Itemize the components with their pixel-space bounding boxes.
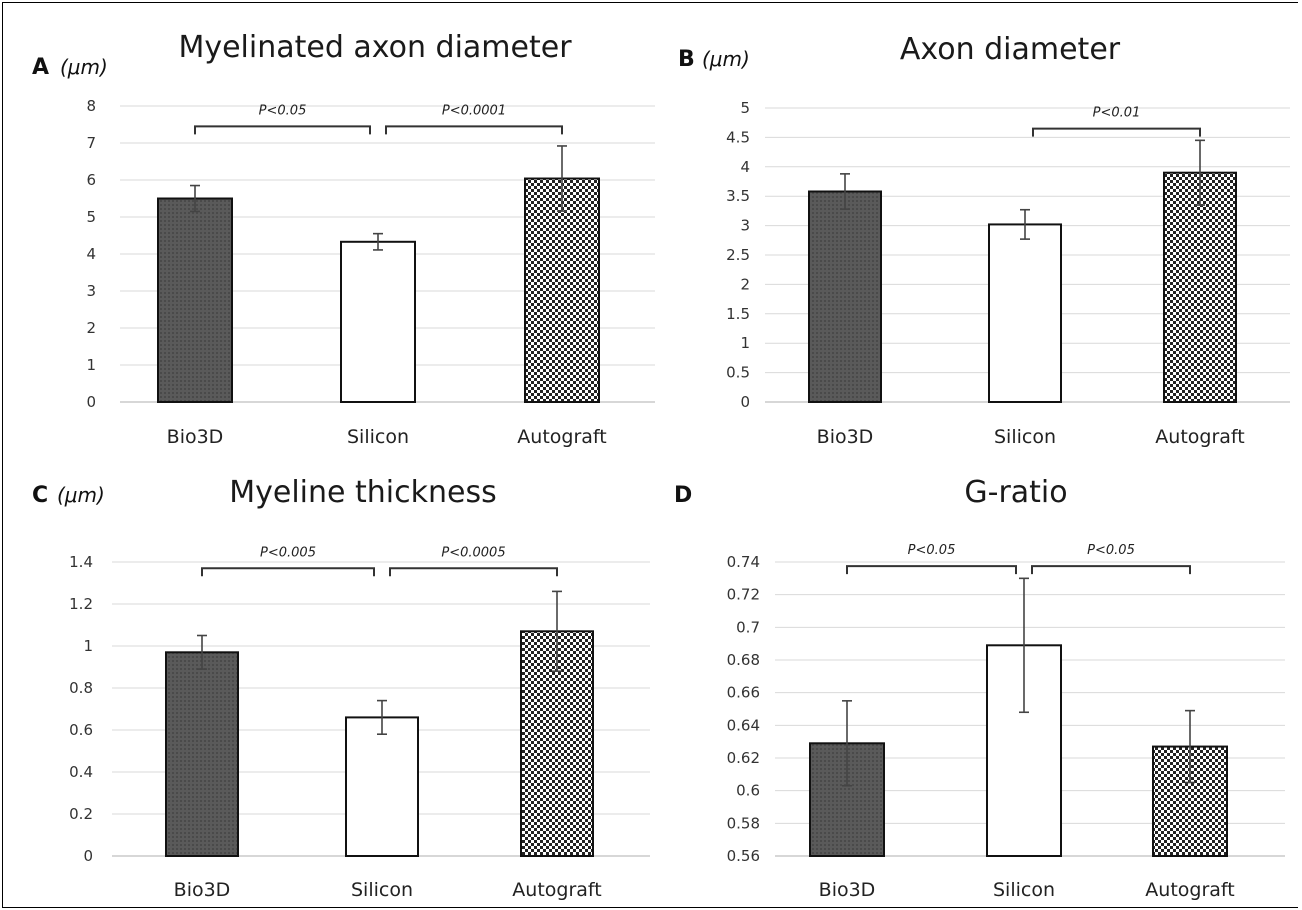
y-tick-label: 1.4	[69, 553, 93, 571]
y-tick-label: 1	[86, 356, 96, 374]
x-category-label: Bio3D	[174, 879, 231, 901]
significance-bracket	[1032, 127, 1201, 137]
chart-title: Myelinated axon diameter	[178, 30, 572, 65]
x-category-label: Silicon	[994, 426, 1056, 448]
bar-autograft	[1163, 171, 1237, 403]
unit-label: (μm)	[60, 55, 108, 79]
significance-bracket	[846, 565, 1017, 575]
x-category-label: Bio3D	[817, 426, 874, 448]
y-tick-label: 0	[86, 393, 96, 411]
x-category-label: Autograft	[1145, 879, 1234, 901]
y-tick-label: 0.4	[69, 763, 93, 781]
significance-label: P<0.05	[1087, 543, 1135, 558]
y-tick-label: 1.2	[69, 595, 93, 613]
x-category-label: Silicon	[993, 879, 1055, 901]
bar-bio3d	[808, 190, 882, 403]
x-category-label: Autograft	[517, 426, 606, 448]
panel-letter: C	[32, 483, 48, 508]
significance-bracket	[1031, 565, 1191, 575]
chart-title: Myeline thickness	[229, 475, 496, 510]
y-tick-label: 1.5	[726, 305, 750, 323]
y-tick-label: 1	[83, 637, 93, 655]
chart-title: Axon diameter	[900, 32, 1121, 67]
y-tick-label: 3	[740, 217, 750, 235]
chart-panel-a: A (μm) Myelinated axon diameter 0 1 2 3 4 5 6 7 8 Bi…	[32, 30, 655, 448]
y-tick-label: 0.64	[727, 716, 760, 734]
y-tick-label: 4.5	[726, 128, 750, 146]
y-tick-label: 4	[86, 245, 96, 263]
bar-silicon	[340, 240, 416, 403]
x-category-label: Autograft	[1155, 426, 1244, 448]
significance-label: P<0.005	[260, 545, 316, 560]
y-tick-label: 3	[86, 282, 96, 300]
y-tick-label: 0	[740, 393, 750, 411]
y-tick-label: 0.6	[736, 782, 760, 800]
y-tick-label: 0.62	[727, 749, 760, 767]
y-tick-label: 0.68	[727, 651, 760, 669]
panel-letter: B	[678, 47, 695, 72]
significance-label: P<0.05	[908, 543, 956, 558]
significance-label: P<0.0001	[442, 103, 506, 118]
x-category-label: Autograft	[512, 879, 601, 901]
significance-label: P<0.01	[1093, 106, 1141, 121]
panel-letter: D	[674, 483, 692, 508]
significance-bracket	[385, 125, 563, 135]
bar-bio3d	[157, 197, 233, 403]
significance-label: P<0.05	[259, 103, 307, 118]
y-tick-label: 0.58	[727, 814, 760, 832]
unit-label: (μm)	[57, 483, 105, 507]
bar-autograft	[524, 177, 600, 403]
y-tick-label: 0.5	[726, 364, 750, 382]
y-tick-label: 1	[740, 334, 750, 352]
significance-bracket	[194, 125, 371, 135]
significance-bracket	[201, 567, 375, 577]
y-tick-label: 6	[86, 171, 96, 189]
x-category-label: Silicon	[347, 426, 409, 448]
y-tick-label: 0.66	[727, 684, 760, 702]
y-tick-label: 7	[86, 134, 96, 152]
y-tick-label: 5	[740, 99, 750, 117]
bar-silicon	[345, 716, 419, 858]
x-category-label: Bio3D	[819, 879, 876, 901]
y-tick-label: 0.8	[69, 679, 93, 697]
y-tick-label: 0	[83, 847, 93, 865]
chart-panel-b: B (μm) Axon diameter 0 0.5 1 1.5 2 2.5 3 3.5 4 4.5 5 B…	[678, 32, 1290, 448]
y-tick-label: 0.74	[727, 553, 760, 571]
unit-label: (μm)	[702, 47, 750, 71]
y-tick-label: 5	[86, 208, 96, 226]
significance-bracket	[389, 567, 558, 577]
x-category-label: Silicon	[351, 879, 413, 901]
chart-panel-d: D G-ratio 0.56 0.58 0.6 0.62 0.64 0.66 0.68 0.7 0.…	[674, 475, 1285, 901]
bar-silicon	[988, 223, 1062, 403]
y-tick-label: 0.56	[727, 847, 760, 865]
y-tick-label: 3.5	[726, 187, 750, 205]
y-tick-label: 0.72	[727, 586, 760, 604]
x-category-label: Bio3D	[167, 426, 224, 448]
y-tick-label: 2	[86, 319, 96, 337]
chart-title: G-ratio	[964, 475, 1067, 510]
panel-letter: A	[32, 55, 49, 80]
y-tick-label: 0.6	[69, 721, 93, 739]
y-tick-label: 0.7	[736, 618, 760, 636]
bar-bio3d	[165, 651, 239, 857]
chart-panel-c: C (μm) Myeline thickness 0 0.2 0.4 0.6 0.8 1 1.2 1…	[32, 475, 650, 901]
y-tick-label: 0.2	[69, 805, 93, 823]
y-tick-label: 8	[86, 97, 96, 115]
y-tick-label: 2	[740, 275, 750, 293]
y-tick-label: 4	[740, 158, 750, 176]
significance-label: P<0.0005	[441, 545, 505, 560]
y-tick-label: 2.5	[726, 246, 750, 264]
